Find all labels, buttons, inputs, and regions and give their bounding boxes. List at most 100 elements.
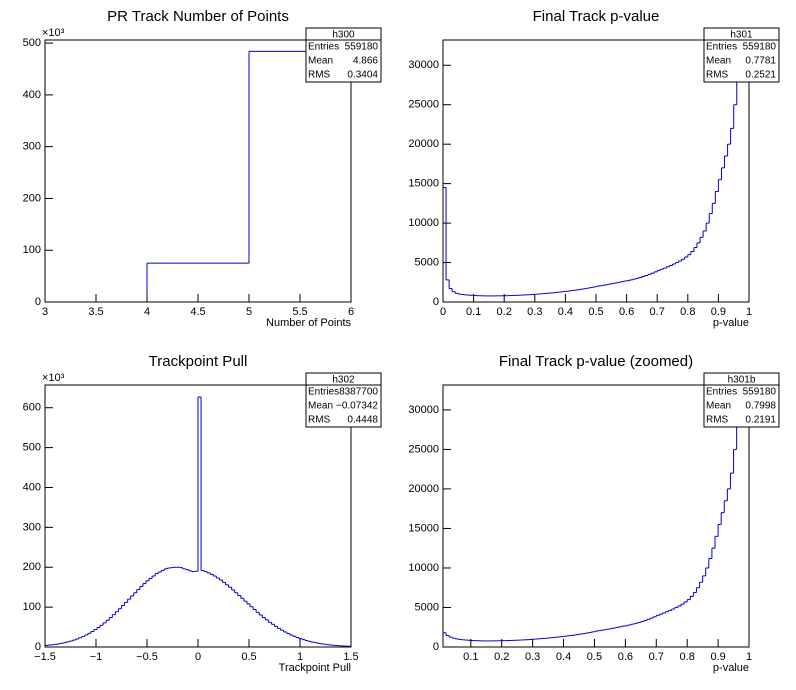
y-tick-label: 10000 [408,217,439,229]
x-tick-label: 0.7 [650,306,665,318]
stats-value: 0.2191 [745,415,776,426]
x-axis-label: p-value [713,662,749,674]
stats-value: 0.4448 [347,415,378,426]
x-tick-label: −0.5 [136,651,158,663]
stats-value: 559180 [345,42,379,53]
step-connector [445,385,744,641]
stats-label: Entries [308,42,339,53]
stats-label: Entries [308,387,339,398]
stats-value: 0.2521 [745,70,776,81]
x-tick-label: 0.3 [525,651,540,663]
x-tick-label: 5 [246,306,252,318]
x-axis-label: Trackpoint Pull [279,662,351,674]
stats-value: 0.3404 [347,70,378,81]
x-tick-label: 0.5 [588,306,603,318]
x-tick-label: 0.5 [241,651,256,663]
y-tick-label: 100 [23,244,41,256]
stats-label: Entries [706,387,737,398]
y-tick-label: 600 [23,402,41,414]
x-tick-label: 1 [746,306,752,318]
stats-label: Mean [706,401,731,412]
histogram [443,40,744,297]
y-tick-label: 10000 [408,562,439,574]
x-tick-label: 0.8 [680,651,695,663]
y-tick-label: 5000 [415,601,439,613]
stats-label: Entries [706,42,737,53]
y-tick-label: 15000 [408,178,439,190]
x-tick-label: 0.1 [466,306,481,318]
pad: Final Track p-value (zoomed) 0.1 0.2 0.3 0.4… [408,353,780,674]
pad: Trackpoint Pull −1.5 −1 −0.5 0 0.5 1 1.5 0 100 200… [23,353,382,674]
y-tick-label: 400 [23,481,41,493]
stats-value: 8387700 [339,387,378,398]
histogram [443,385,744,642]
x-tick-label: 0 [195,651,201,663]
stats-box [305,27,382,83]
frame [442,39,750,303]
y-tick-label: 200 [23,192,41,204]
x-tick-label: 0.2 [497,306,512,318]
stats-label: Mean [706,56,731,67]
x-tick-label: 3.5 [88,306,103,318]
pad: PR Track Number of Points 3 3.5 4 4.5 5 5.5 6 0 1… [23,8,382,329]
pad: Final Track p-value 0 0.1 0.2 0.3 0.4 0.5 0.6 0.… [408,8,780,329]
x-axis-label: Number of Points [266,317,351,329]
y-tick-label: 30000 [408,404,439,416]
x-tick-label: 0.8 [680,306,695,318]
chart-title: PR Track Number of Points [107,8,289,25]
y-multiplier: ×10³ [42,372,65,384]
stats-name: h300 [332,30,355,41]
stats-value: 4.866 [353,56,378,67]
y-tick-label: 0 [35,296,41,308]
y-tick-label: 300 [23,141,41,153]
x-tick-label: 0.9 [710,651,725,663]
x-tick-label: 3 [42,306,48,318]
x-tick-label: 5.5 [292,306,307,318]
stats-box [305,372,382,428]
y-tick-label: 500 [23,37,41,49]
stats-box [703,27,780,83]
y-tick-label: 300 [23,521,41,533]
x-tick-label: 1 [297,651,303,663]
chart-title: Trackpoint Pull [149,353,248,370]
x-tick-label: 1.5 [343,651,358,663]
step-connector [445,40,744,296]
y-tick-label: 400 [23,89,41,101]
y-tick-label: 100 [23,601,41,613]
x-tick-label: 4 [144,306,150,318]
histogram [45,50,351,302]
y-tick-label: 25000 [408,443,439,455]
x-tick-label: 0.9 [711,306,726,318]
x-tick-label: 0.2 [494,651,509,663]
x-tick-label: −1 [90,651,103,663]
x-tick-label: 0 [440,306,446,318]
y-tick-label: 25000 [408,99,439,111]
stats-box [703,372,780,428]
y-tick-label: 30000 [408,59,439,71]
y-tick-label: 500 [23,442,41,454]
y-tick-label: 5000 [415,256,439,268]
stats-label: Mean [308,56,333,67]
stats-value: 559180 [743,387,777,398]
x-tick-label: 0.7 [649,651,664,663]
stats-value: 0.7998 [745,401,776,412]
x-tick-label: 0.4 [556,651,571,663]
y-tick-label: 200 [23,561,41,573]
stats-name: h302 [332,375,355,386]
stats-value: 0.7781 [745,56,776,67]
stats-value: 559180 [743,42,777,53]
stats-label: RMS [308,70,331,81]
stats-value: −0.07342 [336,401,378,412]
step-connector [47,396,349,647]
frame [442,384,750,648]
x-tick-label: 1 [746,651,752,663]
x-tick-label: 0.6 [618,651,633,663]
x-tick-label: 6 [348,306,354,318]
x-tick-label: 0.1 [463,651,478,663]
y-tick-label: 0 [433,296,439,308]
stats-name: h301 [730,30,753,41]
y-multiplier: ×10³ [42,27,65,39]
x-tick-label: 4.5 [190,306,205,318]
y-tick-label: 20000 [408,138,439,150]
